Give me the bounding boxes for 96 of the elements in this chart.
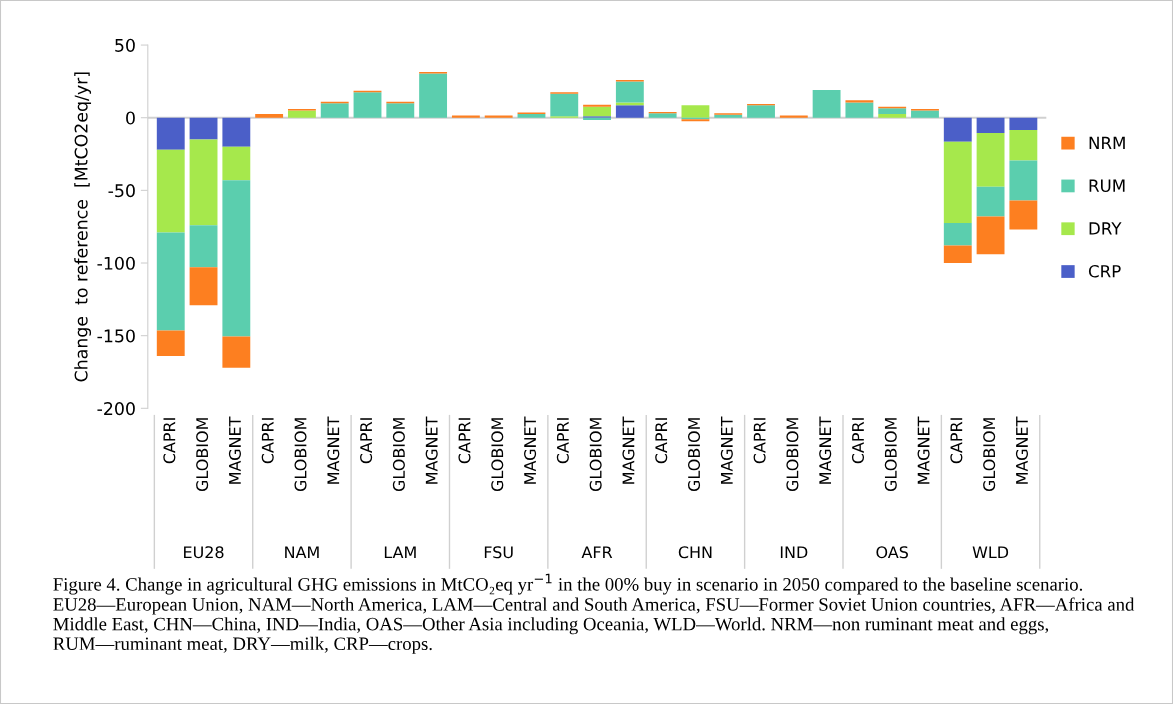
caption: Figure 4. Change in agricultural GHG emissions in MtCO₂eq yr$^{−1}$ in the 00% buy in scenario in 2050 compared to the baseline scenario. EU28—European Union, NAM—North America, LAM—Central and South America, FSU—Former Soviet Union countries, AFR—Africa and Middle East, CHN—China, IND—India, OAS—Other Asia including Oceania, WLD—World. NRM—non ruminant meat and eggs, RUM—ruminant meat, DRY—milk, CRP—crops. <box>53 573 1135 654</box>
text: AFR <box>581 546 613 559</box>
text: FSU <box>484 546 513 559</box>
bar <box>878 114 907 118</box>
text: CHN <box>678 546 712 559</box>
x-tick-label: MAGNET <box>524 416 537 484</box>
x-tick-label: CAPRI <box>360 418 373 464</box>
bar <box>976 216 1005 255</box>
bar <box>189 225 218 268</box>
bar <box>156 232 185 331</box>
bar <box>222 117 251 147</box>
x-tick-label: CAPRI <box>261 418 274 464</box>
x-tick-label: GLOBIOM <box>589 418 602 492</box>
y-tick-label: -50 <box>108 184 135 198</box>
bar <box>943 141 972 224</box>
x-tick-label: MAGNET <box>622 416 635 484</box>
text: OAS <box>876 546 908 559</box>
x-tick-label: GLOBIOM <box>786 418 799 492</box>
x-tick-label: MAGNET <box>228 416 241 484</box>
x-tick-label: CAPRI <box>556 418 569 464</box>
x-tick-label: MAGNET <box>720 416 733 484</box>
bar <box>222 336 251 368</box>
text: WLD <box>972 546 1009 559</box>
bar <box>911 110 939 118</box>
bar <box>976 186 1005 217</box>
bar <box>615 81 644 103</box>
legend-label: RUM <box>1089 179 1125 192</box>
bar <box>943 117 972 142</box>
legend-label: CRP <box>1088 264 1121 278</box>
bar <box>648 113 677 118</box>
bar <box>583 104 611 107</box>
x-tick-label: GLOBIOM <box>196 418 209 492</box>
x-tick-label: CAPRI <box>655 418 668 464</box>
text: LAM <box>384 546 416 559</box>
bar <box>189 117 218 140</box>
y-tick-label: 0 <box>126 111 135 125</box>
bar <box>976 132 1005 187</box>
x-tick-label: GLOBIOM <box>294 418 307 492</box>
y-tick-label: -150 <box>97 329 135 343</box>
bar <box>222 180 251 337</box>
x-tick-label: CAPRI <box>950 418 963 464</box>
bar <box>943 223 972 246</box>
x-tick-label: MAGNET <box>917 416 930 484</box>
y-tick-label: 50 <box>115 38 135 52</box>
text: EU28 <box>184 546 224 559</box>
legend-label: DRY <box>1089 222 1122 235</box>
bar <box>747 105 775 118</box>
text: NAM <box>285 546 319 559</box>
x-tick-label: MAGNET <box>425 416 438 484</box>
x-tick-label: CAPRI <box>753 418 766 464</box>
bar <box>156 330 185 357</box>
bar <box>976 117 1005 133</box>
x-tick-label: GLOBIOM <box>983 418 996 492</box>
bar <box>222 146 251 181</box>
bar <box>451 115 480 118</box>
x-tick-label: CAPRI <box>163 418 176 464</box>
bar <box>615 102 644 106</box>
bar <box>1009 130 1038 161</box>
x-tick-label: MAGNET <box>819 416 832 484</box>
y-tick-label: -100 <box>97 256 135 270</box>
bar <box>156 117 185 150</box>
bar <box>812 90 841 118</box>
legend-label: NRM <box>1089 136 1125 149</box>
x-tick-label: MAGNET <box>327 416 340 484</box>
bar <box>353 92 382 118</box>
text: IND <box>780 546 808 559</box>
bar <box>615 105 644 118</box>
bar <box>484 115 513 118</box>
bar <box>1009 160 1038 201</box>
x-tick-label: GLOBIOM <box>392 418 405 492</box>
bar <box>287 110 316 118</box>
bar <box>1009 117 1038 131</box>
bar <box>419 73 448 118</box>
x-tick-label: CAPRI <box>458 418 471 464</box>
bar <box>320 103 349 118</box>
bar <box>189 267 218 306</box>
x-tick-label: MAGNET <box>1015 416 1028 484</box>
x-tick-label: GLOBIOM <box>687 418 701 492</box>
bar <box>255 114 284 118</box>
bar <box>779 115 808 118</box>
bar <box>386 103 415 118</box>
x-tick-label: CAPRI <box>851 418 865 464</box>
bar <box>845 100 874 103</box>
bar <box>943 245 972 264</box>
bar <box>189 139 218 226</box>
bar <box>583 106 611 117</box>
bar <box>156 149 185 233</box>
bar <box>550 93 579 117</box>
bar <box>1009 200 1038 230</box>
y-tick-label: -200 <box>97 402 135 416</box>
bar <box>681 105 710 118</box>
bar <box>878 108 907 115</box>
x-tick-label: GLOBIOM <box>491 418 504 492</box>
x-tick-label: GLOBIOM <box>884 418 897 492</box>
bar <box>845 102 874 118</box>
y-axis-title: Change to reference [MtCO2eq/yr] <box>74 72 92 382</box>
